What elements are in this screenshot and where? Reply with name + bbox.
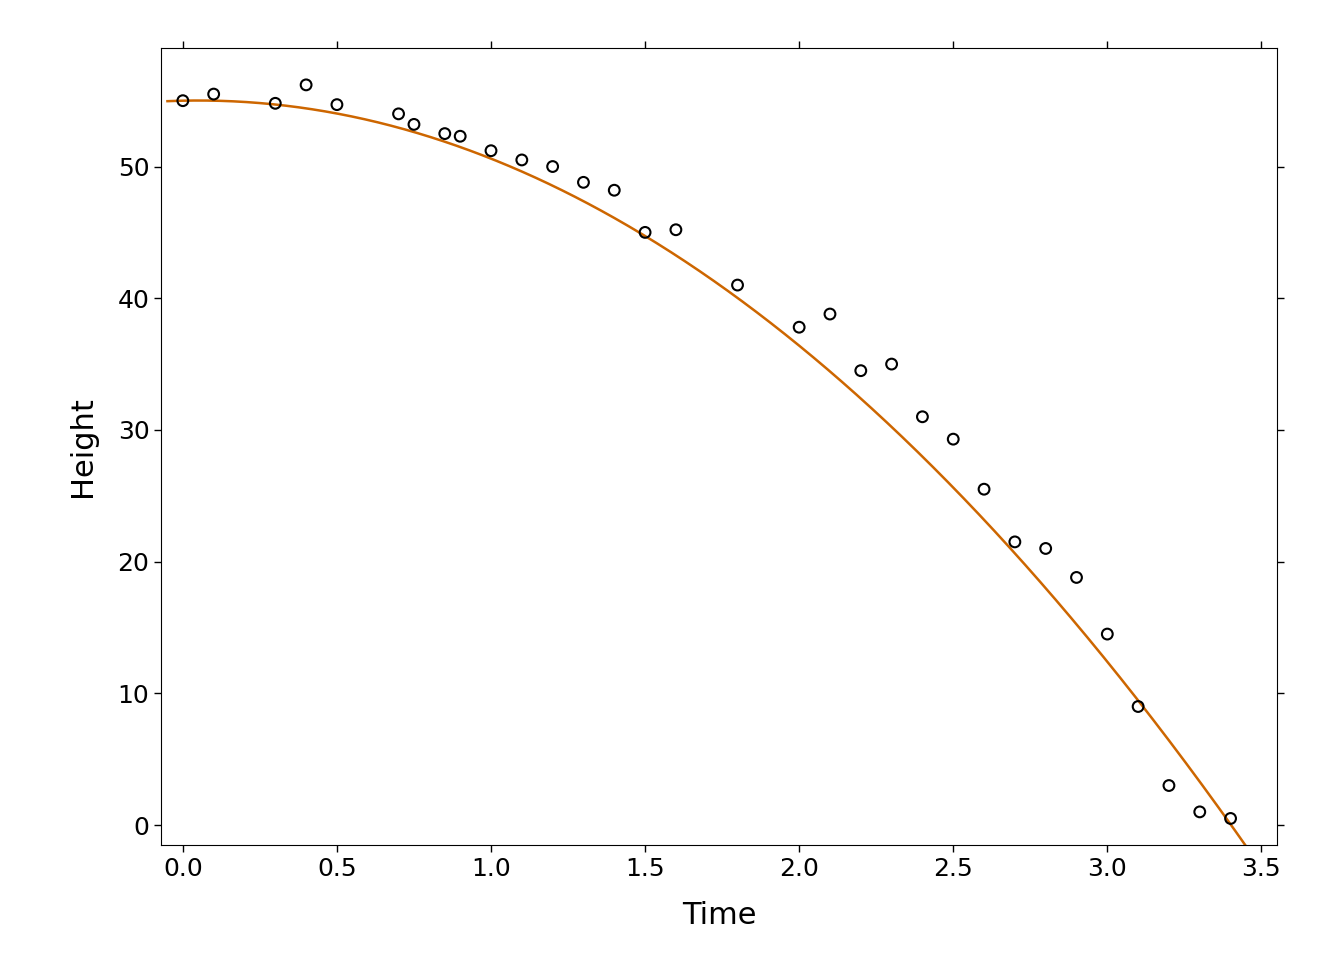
Point [327,97,348,112]
Y-axis label: Height: Height [67,396,97,497]
Point [727,277,749,293]
Point [172,93,194,108]
Point [911,409,933,424]
Point [480,143,501,158]
Point [1097,626,1118,641]
Point [388,107,410,122]
Point [973,482,995,497]
Point [1159,778,1180,793]
Point [265,96,286,111]
Point [1035,540,1056,556]
Point [1189,804,1211,820]
Point [1128,699,1149,714]
Point [573,175,594,190]
Point [1220,811,1242,827]
Point [542,158,563,174]
Point [203,86,224,102]
Point [449,129,470,144]
Point [849,363,871,378]
Point [434,126,456,141]
Point [942,431,964,446]
Point [1004,534,1025,549]
Point [403,117,425,132]
Point [880,356,902,372]
Point [634,225,656,240]
Point [665,222,687,237]
Point [789,320,810,335]
X-axis label: Time: Time [681,901,757,930]
Point [511,153,532,168]
Point [820,306,841,322]
Point [603,182,625,198]
Point [1066,570,1087,586]
Point [296,77,317,92]
